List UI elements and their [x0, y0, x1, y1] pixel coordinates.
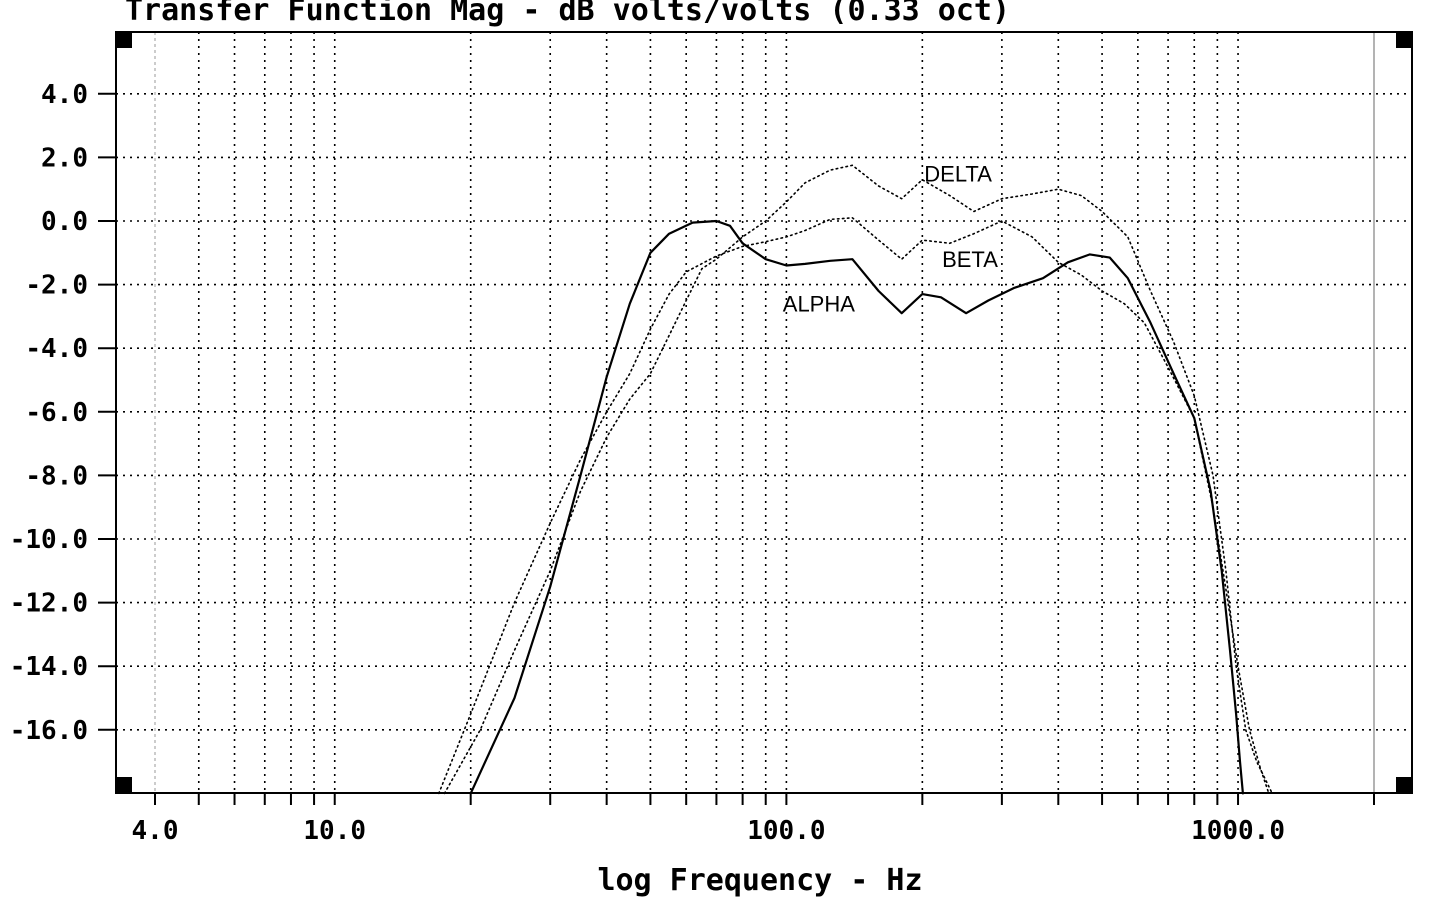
grid	[116, 32, 1412, 793]
corner-marker	[1396, 32, 1412, 48]
corner-markers	[116, 32, 1412, 793]
y-tick-label: -10.0	[10, 525, 88, 555]
series-line-beta	[438, 217, 1270, 795]
corner-marker	[116, 32, 132, 48]
series-line-delta	[443, 164, 1273, 795]
y-tick-label: 0.0	[41, 207, 88, 237]
series-label-alpha: ALPHA	[783, 292, 855, 317]
plot-frame	[115, 31, 1413, 794]
x-tick-labels: 4.0 10.0 100.0 1000.0	[132, 793, 1375, 846]
y-tick-label: 2.0	[41, 143, 88, 173]
corner-marker	[1396, 777, 1412, 793]
x-tick-label: 10.0	[303, 816, 366, 846]
y-tick-label: -6.0	[25, 398, 88, 428]
y-tick-label: -8.0	[25, 461, 88, 491]
y-tick-label: -16.0	[10, 716, 88, 746]
series-layer: ALPHA BETA DELTA	[438, 161, 1273, 795]
y-tick-label: -4.0	[25, 334, 88, 364]
x-axis-label: log Frequency - Hz	[597, 863, 922, 898]
y-tick-label: -2.0	[25, 271, 88, 301]
y-tick-label: -12.0	[10, 589, 88, 619]
x-tick-label: 4.0	[132, 816, 179, 846]
series-label-delta: DELTA	[924, 161, 992, 186]
y-tick-label: 4.0	[41, 80, 88, 110]
series-line-alpha	[469, 219, 1244, 795]
chart-title: Transfer Function Mag - dB volts/volts (…	[125, 0, 1010, 28]
y-tick-label: -14.0	[10, 652, 88, 682]
y-tick-labels: 4.0 2.0 0.0 -2.0 -4.0 -6.0 -8.0 -10.0 -12.0 -14.0…	[10, 80, 116, 746]
x-tick-label: 1000.0	[1191, 816, 1285, 846]
corner-marker	[116, 777, 132, 793]
series-label-beta: BETA	[942, 247, 998, 272]
x-tick-label: 100.0	[747, 816, 825, 846]
